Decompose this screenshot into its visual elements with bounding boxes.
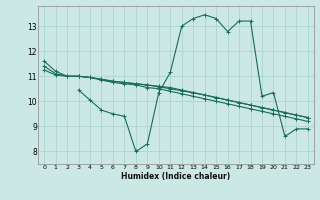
X-axis label: Humidex (Indice chaleur): Humidex (Indice chaleur) [121,172,231,181]
